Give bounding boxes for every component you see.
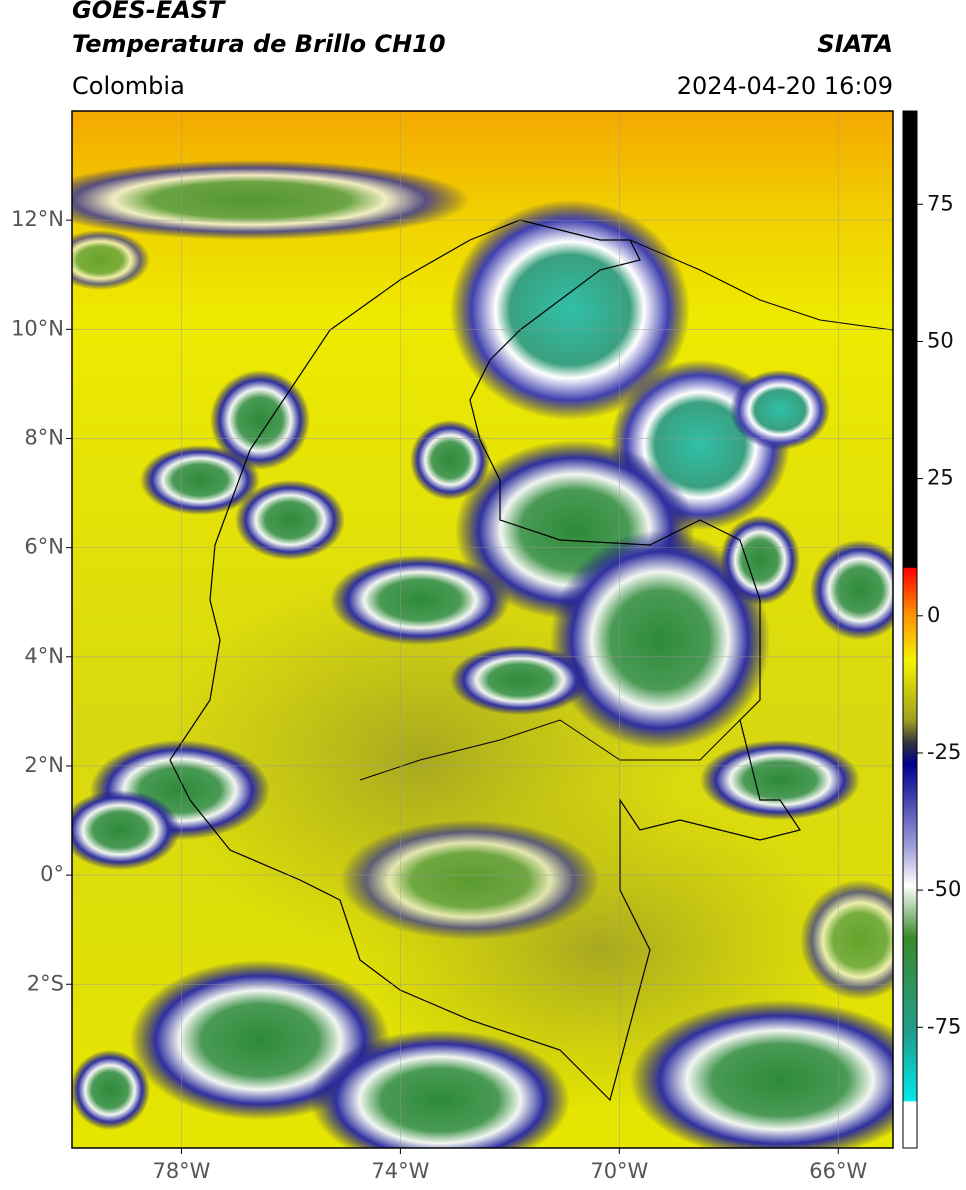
subtitle: Temperatura de Brillo CH10 bbox=[72, 30, 446, 58]
y-tick-label: 10°N bbox=[11, 316, 64, 340]
x-tick-label: 66°W bbox=[809, 1159, 867, 1183]
map-axes: 78°W 74°W 70°W 66°W 12°N 10°N 8°N 6°N 4°N 2°N 0° 2°… bbox=[11, 111, 893, 1183]
colorbar-tick-label: 0 bbox=[927, 603, 940, 627]
colorbar-tick-label: 75 bbox=[927, 191, 954, 215]
y-tick-label: 12°N bbox=[11, 207, 64, 231]
colorbar-tick-label: 50 bbox=[927, 328, 954, 352]
colorbar-scale bbox=[902, 110, 918, 1149]
y-tick-label: 2°N bbox=[24, 753, 64, 777]
title: GOES-EAST bbox=[72, 0, 225, 24]
source: SIATA bbox=[817, 30, 893, 58]
x-tick-label: 74°W bbox=[371, 1159, 429, 1183]
timestamp: 2024-04-20 16:09 bbox=[676, 72, 893, 100]
colorbar-tick-label: -50 bbox=[927, 877, 961, 901]
map-frame bbox=[71, 110, 894, 1149]
y-tick-label: 8°N bbox=[24, 425, 64, 449]
y-tick-label: 4°N bbox=[24, 644, 64, 668]
satellite-image bbox=[72, 111, 893, 1148]
colorbar-tick-label: -25 bbox=[927, 740, 961, 764]
y-tick-label: 2°S bbox=[27, 971, 64, 995]
colorbar-tick-label: -75 bbox=[927, 1014, 961, 1038]
colorbar: 75 50 25 0 -25 -50 -75 bbox=[902, 110, 961, 1149]
y-tick-label: 0° bbox=[40, 862, 64, 886]
region: Colombia bbox=[72, 72, 185, 100]
y-tick-label: 6°N bbox=[24, 535, 64, 559]
x-tick-label: 70°W bbox=[590, 1159, 648, 1183]
colorbar-tick-label: 25 bbox=[927, 466, 954, 490]
x-tick-label: 78°W bbox=[152, 1159, 210, 1183]
